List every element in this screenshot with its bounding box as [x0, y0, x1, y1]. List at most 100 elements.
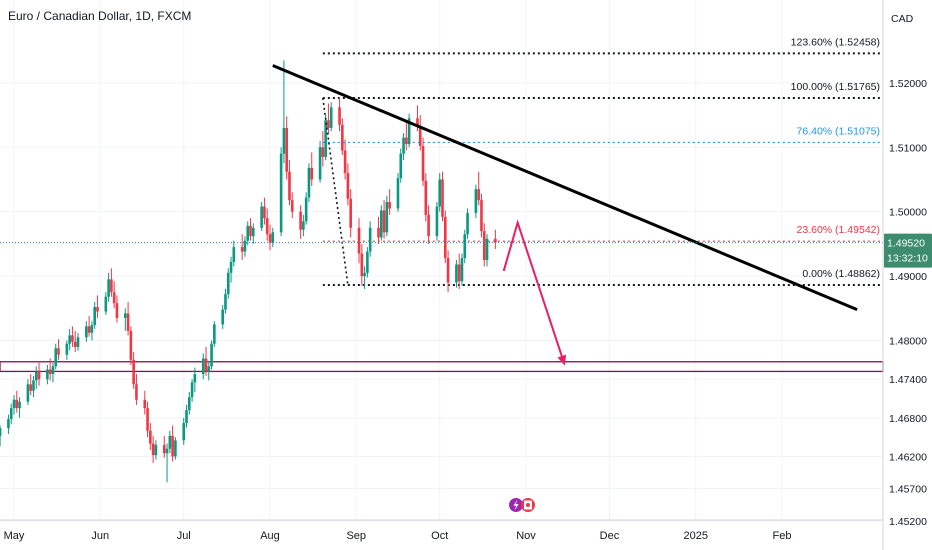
candle-body — [46, 369, 49, 380]
x-tick-label[interactable]: 2025 — [683, 530, 707, 542]
x-tick-label[interactable]: Dec — [600, 530, 620, 542]
y-tick-label[interactable]: 1.45200 — [889, 516, 927, 528]
projection-arrow-head — [557, 354, 567, 366]
candle-body — [174, 440, 177, 457]
maple-leaf-icon — [526, 503, 530, 507]
trendline[interactable] — [272, 64, 858, 311]
y-tick-label[interactable]: 1.46800 — [889, 413, 927, 425]
y-tick-label[interactable]: 1.48000 — [889, 336, 927, 348]
candle-body — [71, 335, 74, 342]
candle-body — [73, 341, 77, 347]
candle-body — [224, 294, 227, 310]
candle-body — [477, 189, 480, 201]
candle-body — [279, 153, 283, 233]
candle-body — [446, 258, 450, 283]
candle-body — [185, 410, 188, 423]
y-tick-label[interactable]: 1.52000 — [889, 78, 927, 90]
event-icons[interactable] — [509, 498, 535, 512]
candle-body — [226, 272, 230, 295]
candle-body — [377, 227, 380, 238]
candle-body — [368, 227, 372, 252]
candle-body — [243, 240, 247, 252]
candle-body — [132, 359, 135, 385]
candle-body — [104, 296, 108, 312]
candle-body — [54, 348, 58, 367]
candle-body — [494, 238, 497, 243]
candle-body — [271, 232, 275, 243]
candle-body — [299, 211, 302, 230]
candle-body — [363, 272, 366, 277]
candle-body — [466, 212, 469, 235]
candle-body — [229, 261, 233, 273]
time-axis[interactable]: May Jun Jul Aug Sep Oct Nov Dec 2025 Feb — [4, 530, 792, 542]
projection-arrow[interactable] — [502, 219, 564, 360]
candle-body — [265, 218, 269, 235]
x-tick-label[interactable]: Nov — [516, 530, 536, 542]
grid — [0, 0, 883, 522]
candle-body — [285, 127, 288, 172]
y-tick-label[interactable]: 1.49000 — [889, 271, 927, 283]
y-tick-label[interactable]: 1.50000 — [889, 207, 927, 219]
candle-body — [129, 330, 133, 360]
candle-body — [149, 430, 152, 444]
fib-level-label: 76.40% (1.51075) — [797, 125, 880, 137]
candle-body — [405, 137, 408, 145]
y-tick-label[interactable]: 1.45700 — [889, 484, 927, 496]
candle-body — [338, 107, 341, 125]
candle-body — [246, 225, 250, 241]
candle-body — [385, 202, 389, 233]
candle-body — [240, 247, 244, 252]
fib-anchor-line — [322, 97, 349, 286]
candle-body — [455, 264, 458, 283]
candle-body — [201, 358, 205, 375]
candle-body — [213, 324, 216, 344]
candle-body — [146, 408, 149, 431]
x-tick-label[interactable]: Jul — [177, 530, 191, 542]
candle-body — [110, 279, 113, 293]
candle-body — [341, 124, 344, 151]
candle-body — [263, 206, 266, 219]
candle-body — [435, 206, 439, 237]
x-tick-label[interactable]: Feb — [772, 530, 791, 542]
x-tick-label[interactable]: Sep — [346, 530, 366, 542]
candle-body — [87, 326, 91, 333]
x-tick-label[interactable]: Oct — [431, 530, 448, 542]
candle-body — [90, 325, 94, 333]
y-tick-label[interactable]: 1.51000 — [889, 142, 927, 154]
x-tick-label[interactable]: Jun — [91, 530, 109, 542]
candle-body — [288, 171, 291, 201]
candle-body — [407, 118, 411, 145]
candle-body — [310, 167, 314, 180]
candle-body — [96, 307, 99, 312]
candle-body — [346, 173, 350, 199]
candle-body — [307, 167, 311, 198]
currency-label[interactable]: CAD — [891, 13, 914, 25]
fib-level-label: 123.60% (1.52458) — [791, 36, 880, 48]
candle-body — [221, 309, 224, 325]
candle-body — [324, 120, 327, 157]
candle-body — [165, 448, 169, 454]
y-tick-label[interactable]: 1.47400 — [889, 374, 927, 386]
x-tick-label[interactable]: Aug — [260, 530, 280, 542]
candle-body — [76, 337, 80, 347]
candle-body — [443, 216, 447, 259]
candle-body — [0, 428, 2, 436]
price-axis[interactable]: 1.52000 1.51000 1.50000 1.49000 1.48000 1.474… — [889, 78, 927, 528]
candle-body — [18, 401, 21, 409]
candle-body — [474, 189, 478, 213]
candle-body — [207, 366, 211, 372]
candle-body — [171, 435, 174, 457]
candle-body — [457, 264, 461, 282]
y-tick-label[interactable]: 1.46200 — [889, 451, 927, 463]
x-tick-label[interactable]: May — [4, 530, 25, 542]
candle-body — [93, 307, 96, 326]
candle-body — [388, 202, 391, 209]
candle-body — [124, 313, 127, 318]
candle-body — [366, 251, 369, 273]
candle-body — [29, 384, 32, 391]
candle-body — [357, 227, 361, 254]
price-tag-background — [884, 233, 932, 268]
candle-body — [15, 399, 19, 409]
candle-body — [65, 343, 69, 355]
